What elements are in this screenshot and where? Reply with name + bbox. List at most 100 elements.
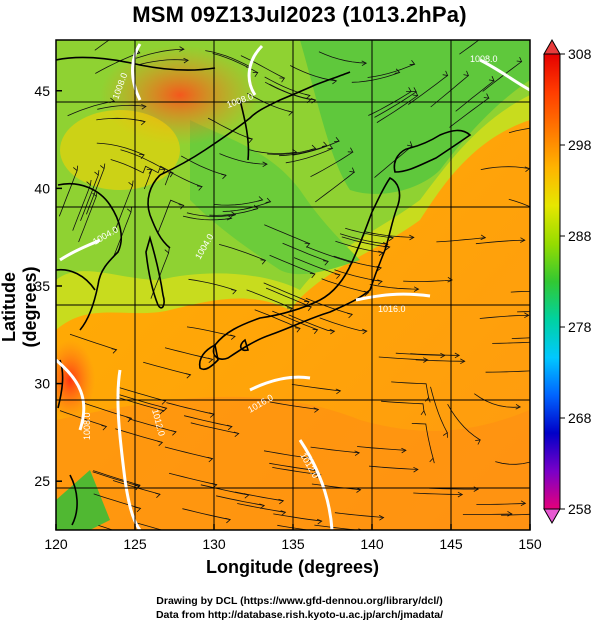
streamline: [480, 166, 530, 170]
y-tick-label: 35: [34, 278, 50, 294]
streamline-arrowhead: [321, 141, 328, 147]
streamline: [479, 315, 529, 319]
streamline-arrowhead: [179, 46, 185, 52]
streamline: [508, 127, 530, 134]
streamline-arrowhead: [164, 247, 170, 254]
x-axis-label: Longitude (degrees): [205, 557, 379, 577]
streamline-arrowhead: [128, 180, 134, 187]
streamline-arrowhead: [442, 70, 449, 77]
streamline: [209, 208, 258, 216]
streamline: [135, 48, 184, 59]
streamline-arrowhead: [167, 172, 174, 178]
streamline: [449, 97, 490, 128]
streamline: [112, 211, 132, 258]
streamline: [492, 341, 530, 344]
streamline-arrowhead: [520, 237, 526, 243]
streamline: [139, 59, 189, 65]
streamline-arrowhead: [411, 87, 418, 93]
streamline: [182, 215, 232, 221]
streamline: [407, 75, 448, 105]
streamline: [219, 153, 268, 165]
streamline: [485, 370, 530, 373]
y-tick-label: 30: [34, 376, 50, 392]
streamline: [95, 52, 140, 74]
streamline-arrowhead: [100, 163, 106, 170]
streamline: [186, 212, 236, 217]
streamline: [110, 159, 152, 174]
streamline: [235, 491, 284, 502]
streamline: [293, 257, 341, 276]
y-axis: 25 30 35 40 45: [34, 83, 62, 489]
streamline-arrowhead: [413, 466, 419, 473]
streamline-arrowhead: [382, 242, 389, 248]
streamline-arrowhead: [412, 90, 419, 97]
data-credit: Data from http://database.rish.kyoto-u.a…: [155, 609, 444, 621]
streamline-arrowhead: [423, 357, 429, 363]
streamline: [218, 244, 266, 261]
colorbar-tick-label: 288: [568, 228, 592, 244]
streamline-arrowhead: [309, 273, 316, 279]
streamline: [310, 446, 360, 454]
streamline: [98, 525, 114, 530]
streamline: [69, 333, 117, 351]
streamline-arrowhead: [323, 260, 329, 266]
streamline: [310, 151, 354, 178]
streamline-arrowhead: [260, 259, 267, 265]
streamline-arrowhead: [262, 161, 268, 168]
streamline: [285, 148, 333, 164]
streamline: [254, 309, 301, 329]
streamline-arrowhead: [480, 234, 487, 240]
streamline: [475, 239, 525, 245]
streamline-arrowhead: [316, 518, 323, 525]
streamline-arrowhead: [329, 328, 336, 335]
streamline: [143, 361, 191, 376]
streamline: [333, 255, 382, 269]
streamline-arrowhead: [134, 484, 141, 491]
streamline: [291, 384, 341, 392]
streamline: [391, 381, 429, 398]
streamline: [237, 503, 286, 513]
streamline-arrowhead: [140, 119, 146, 126]
streamline: [164, 171, 203, 187]
streamline-arrowhead: [388, 235, 395, 242]
streamline: [128, 418, 177, 433]
streamline-arrowhead: [507, 511, 513, 517]
streamline-arrowhead: [230, 211, 237, 217]
streamline-arrowhead: [183, 57, 189, 64]
streamline: [341, 236, 390, 248]
streamline-arrowhead: [378, 515, 385, 521]
streamline-arrowhead: [279, 77, 286, 83]
streamline-arrowhead: [94, 170, 100, 176]
streamline: [272, 467, 321, 476]
streamline-arrowhead: [537, 339, 542, 344]
streamline: [351, 72, 400, 83]
streamline: [321, 278, 369, 293]
streamline: [311, 483, 361, 491]
streamline: [318, 51, 367, 64]
streamline-arrowhead: [230, 334, 236, 340]
streamline-arrowhead: [409, 234, 415, 241]
streamline-arrowhead: [463, 70, 470, 77]
streamline-arrowhead: [130, 18, 135, 22]
streamline: [264, 81, 311, 100]
streamline: [319, 317, 367, 332]
streamline-arrowhead: [252, 204, 259, 210]
streamline: [436, 237, 486, 243]
streamline: [157, 199, 184, 233]
streamline-arrowhead: [335, 388, 342, 395]
x-tick-label: 145: [439, 536, 463, 552]
streamline-arrowhead: [440, 352, 446, 359]
streamline-arrowhead: [334, 136, 340, 142]
streamline: [369, 284, 419, 290]
streamline-arrowhead: [347, 147, 354, 153]
streamline: [240, 55, 285, 79]
streamline-arrowhead: [179, 535, 184, 540]
streamline-arrowhead: [259, 503, 266, 509]
streamline-arrowhead: [185, 373, 192, 379]
streamline-arrowhead: [413, 286, 420, 292]
streamline: [292, 140, 340, 156]
streamline: [374, 91, 417, 118]
streamline: [168, 472, 217, 486]
streamline-arrowhead: [280, 510, 287, 516]
y-tick-label: 45: [34, 83, 50, 99]
